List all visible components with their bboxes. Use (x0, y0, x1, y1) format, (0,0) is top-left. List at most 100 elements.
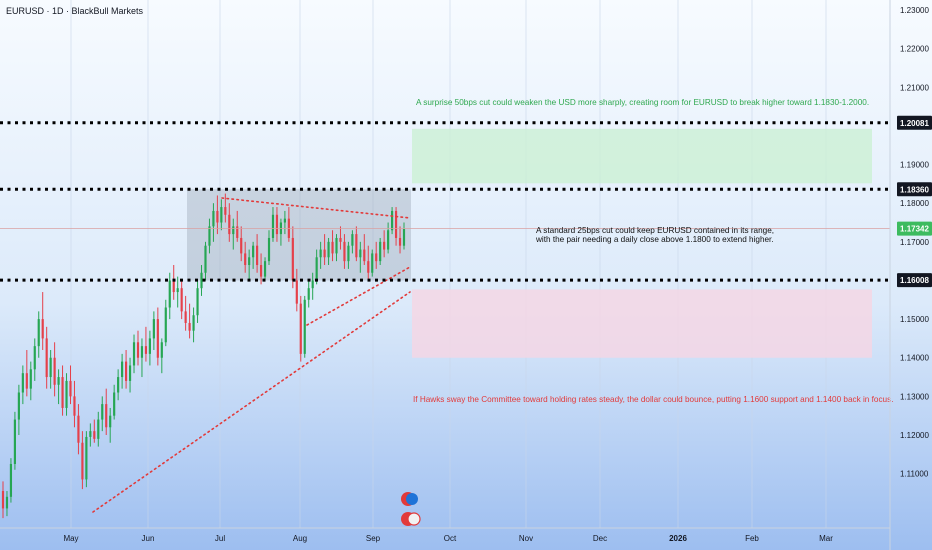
candle (295, 268, 298, 312)
candle-body (363, 249, 366, 262)
candle-body (172, 280, 175, 293)
trendline (306, 266, 411, 326)
neutral-note-line2: with the pair needing a daily close abov… (535, 235, 774, 244)
candle-body (240, 237, 243, 254)
candle (160, 338, 163, 374)
candle-body (319, 249, 322, 258)
candle-body (383, 241, 386, 250)
candle-body (41, 319, 44, 339)
candle (85, 431, 88, 488)
candle (65, 373, 68, 416)
candle-body (128, 365, 132, 381)
candle-body (176, 288, 179, 293)
candle (1, 481, 5, 519)
y-tick-label: 1.13000 (900, 392, 929, 401)
chart-title: EURUSD · 1D · BlackBull Markets (6, 6, 144, 16)
candle-body (307, 288, 310, 300)
candle (275, 207, 279, 242)
us-flag-icon-fg (407, 512, 421, 526)
candle-body (244, 253, 247, 266)
candle (232, 218, 235, 250)
candle (383, 230, 386, 258)
candle-body (192, 315, 195, 331)
candle-body (1, 491, 5, 509)
candle (41, 292, 44, 351)
candle-body (17, 392, 20, 420)
candle (319, 241, 322, 269)
candle (271, 207, 275, 242)
candle (121, 353, 124, 389)
y-tick-label: 1.11000 (900, 470, 929, 479)
candle (307, 280, 310, 308)
candle-body (331, 241, 334, 254)
candle-body (5, 496, 9, 509)
candle-body (168, 280, 171, 308)
bearish-note: If Hawks sway the Committee toward holdi… (413, 395, 893, 404)
y-tick-label: 1.19000 (900, 161, 929, 170)
candle (61, 365, 64, 416)
candle-body (101, 404, 104, 420)
candle-body (53, 357, 56, 385)
candle (9, 458, 13, 503)
candle (299, 295, 302, 362)
candle-body (263, 261, 267, 277)
candle-body (228, 214, 231, 235)
event-icons[interactable] (401, 492, 421, 526)
candle-body (49, 357, 52, 378)
candle (323, 234, 326, 266)
candle (148, 330, 151, 366)
candle (204, 241, 207, 281)
candle (57, 369, 60, 405)
y-tick-label: 1.18000 (900, 199, 929, 208)
candle (49, 350, 52, 389)
candle-body (379, 241, 382, 262)
candle-body (343, 241, 346, 262)
candle-body (148, 338, 151, 354)
candle-body (387, 230, 390, 250)
candle (53, 342, 56, 397)
candle-body (160, 342, 163, 358)
candle (398, 226, 402, 254)
candle-body (25, 373, 28, 389)
candle (390, 207, 394, 235)
candle (283, 210, 286, 235)
candle (267, 230, 271, 266)
candle (105, 388, 108, 436)
zones (187, 128, 872, 358)
candle (172, 265, 175, 300)
candle-body (140, 346, 144, 358)
candle (367, 245, 370, 281)
candle-body (93, 431, 96, 439)
candle-body (61, 377, 64, 408)
candle (371, 249, 374, 277)
candle-body (271, 214, 275, 238)
x-tick-label: Jun (142, 534, 155, 543)
candle (156, 307, 159, 366)
candle (192, 307, 195, 343)
price-tag: 1.17342 (897, 221, 932, 236)
candle (29, 361, 32, 401)
candle-body (256, 245, 259, 266)
candle (132, 334, 136, 374)
candle-body (29, 369, 32, 389)
candle (347, 241, 350, 269)
x-tick-label: 2026 (669, 534, 687, 543)
candle-body (77, 415, 80, 443)
price-tag-label: 1.16008 (900, 276, 929, 285)
candle-body (220, 207, 223, 223)
range-box (187, 189, 411, 281)
candle-body (45, 338, 48, 378)
x-tick-label: Jul (215, 534, 225, 543)
x-tick-label: Dec (593, 534, 607, 543)
candle-body (291, 237, 294, 281)
y-tick-label: 1.23000 (900, 6, 929, 15)
x-tick-label: Feb (745, 534, 759, 543)
annotations: A surprise 50bps cut could weaken the US… (413, 98, 893, 404)
y-tick-label: 1.17000 (900, 238, 929, 247)
candle-body (275, 214, 279, 235)
candle (244, 241, 247, 273)
candle (89, 423, 92, 447)
candle (343, 234, 346, 269)
